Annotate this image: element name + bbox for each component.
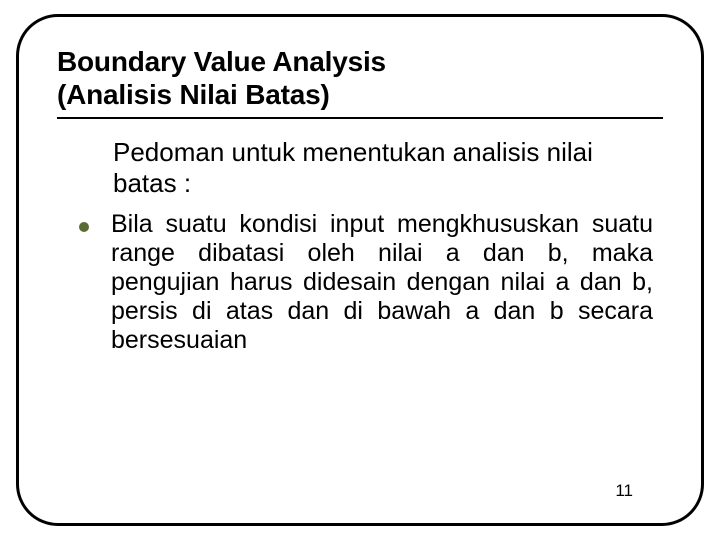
title-block: Boundary Value Analysis (Analisis Nilai … <box>57 45 663 119</box>
page-number: 11 <box>615 481 633 501</box>
title-line-1: Boundary Value Analysis <box>57 46 386 77</box>
lead-paragraph: Pedoman untuk menentukan analisis nilai … <box>113 137 653 198</box>
content-area: Pedoman untuk menentukan analisis nilai … <box>57 137 663 355</box>
bullet-text: Bila suatu kondisi input mengkhususkan s… <box>111 210 653 355</box>
bullet-icon <box>79 222 89 232</box>
slide-title: Boundary Value Analysis (Analisis Nilai … <box>57 45 663 111</box>
title-underline <box>57 117 663 119</box>
title-line-2: (Analisis Nilai Batas) <box>57 79 330 110</box>
slide: Boundary Value Analysis (Analisis Nilai … <box>0 0 720 540</box>
bullet-item: Bila suatu kondisi input mengkhususkan s… <box>79 210 653 355</box>
slide-frame: Boundary Value Analysis (Analisis Nilai … <box>16 14 704 526</box>
